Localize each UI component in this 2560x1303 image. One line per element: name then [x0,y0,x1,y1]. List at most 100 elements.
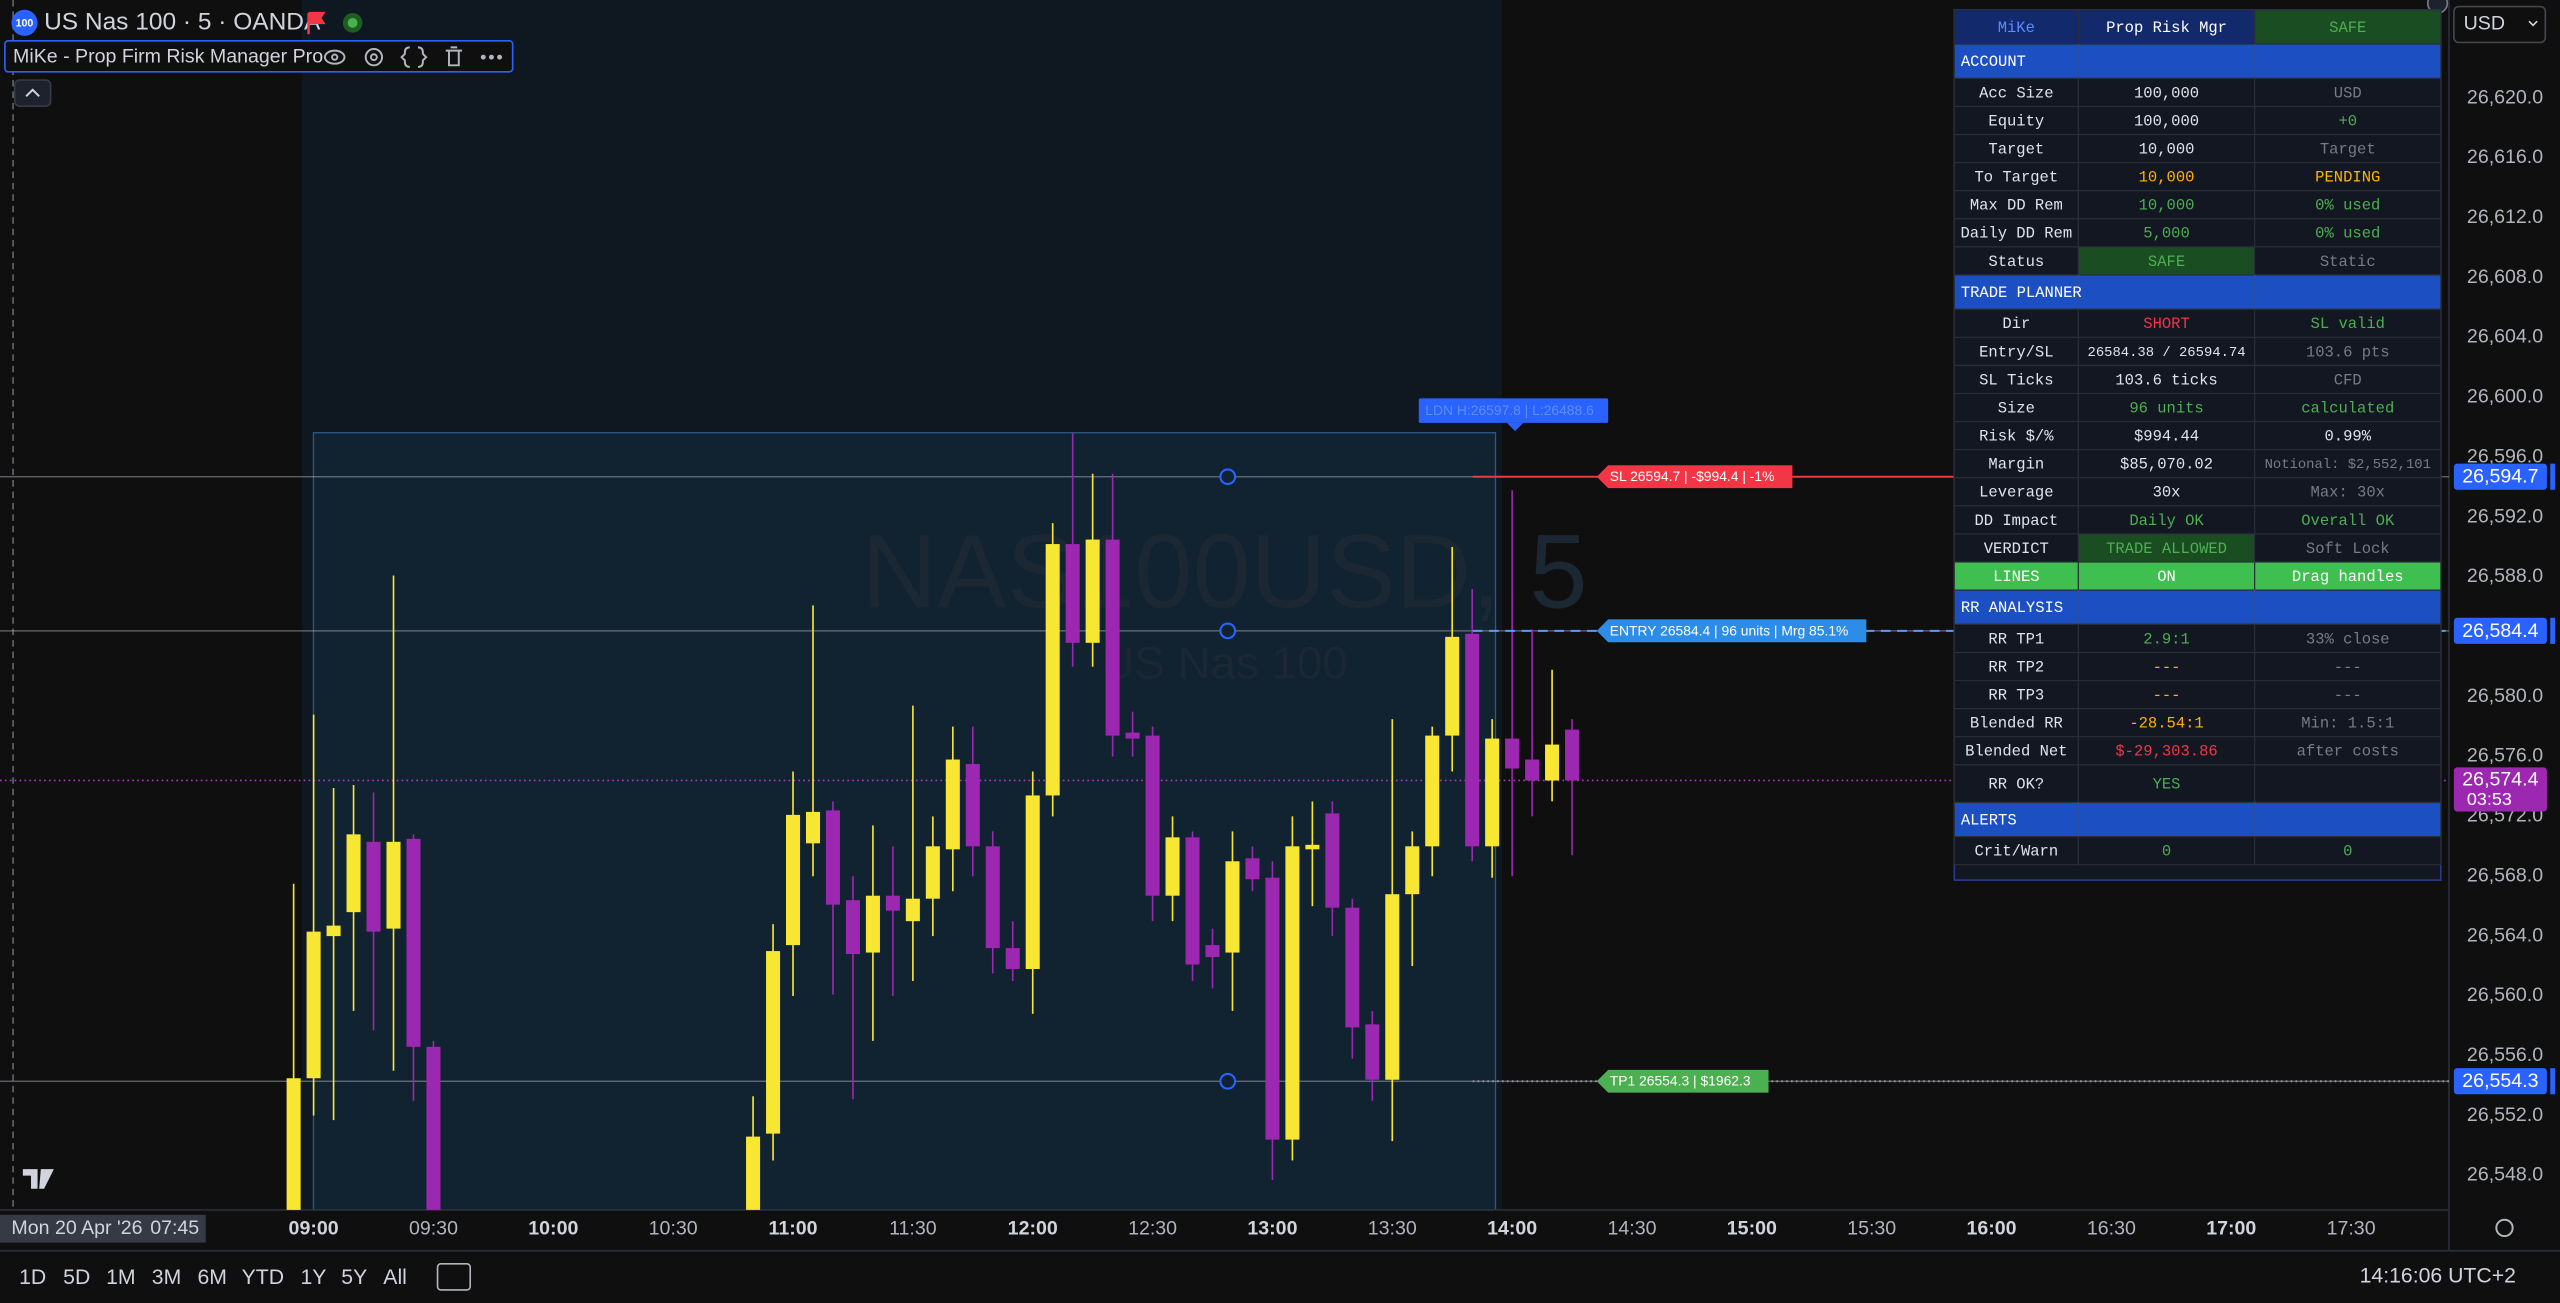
watermark-symbol: NAS100USD, 5 [862,513,1588,630]
range-button[interactable]: YTD [242,1266,284,1289]
settings-icon[interactable] [364,48,384,67]
y-tick-label: 26,620.0 [2467,86,2543,108]
cell-bg [1953,764,2079,803]
cell-text: --- [2334,687,2362,705]
y-tick-label: 26,596.0 [2467,445,2543,467]
eye-icon[interactable] [323,49,346,65]
range-button[interactable]: All [383,1266,407,1289]
candle-body [346,834,361,913]
drag-handle[interactable] [1219,1072,1237,1090]
cell-bg [2254,190,2442,220]
section-title: ALERTS [1961,811,2017,829]
cell-text: Notional: $2,552,101 [2265,457,2431,473]
candle-body [1565,729,1580,781]
cell-text: Margin [1988,456,2044,474]
candle-body [746,1136,761,1210]
collapse-icon [25,88,40,98]
dot [497,54,503,60]
price-tag [2453,617,2547,644]
cell-text: SHORT [2143,315,2190,333]
source-icon[interactable] [400,46,428,68]
range-button[interactable]: 1D [19,1266,46,1289]
range-button[interactable]: 6M [198,1266,227,1289]
cell-text: Acc Size [1979,84,2053,102]
candle-body [366,841,381,932]
range-button[interactable]: 3M [152,1266,181,1289]
drag-handle[interactable] [1219,622,1237,640]
range-button[interactable]: 5Y [341,1266,367,1289]
cell-bg [2077,421,2256,451]
cell-text: 103.6 ticks [2115,371,2217,389]
cell-text: SAFE [2148,253,2185,271]
indicator-title[interactable]: MiKe - Prop Firm Risk Manager Pro [13,45,323,67]
cell-bg [1953,505,2079,535]
candle-body [286,1078,301,1210]
symbol-title[interactable]: US Nas 100 · 5 · OANDA [44,8,321,35]
cell-bg [2254,77,2442,108]
collapse-button[interactable] [13,79,52,107]
cell-bg [2254,246,2442,276]
cell-text: Target [1988,140,2044,158]
cell-text: --- [2334,658,2362,676]
candle-body [1425,735,1440,847]
cursor-date: Mon 20 Apr '26 [11,1217,142,1239]
axis-settings[interactable] [2495,1218,2514,1238]
y-tick-label: 26,616.0 [2467,146,2543,168]
level-pill: SL 26594.7 | -$994.4 | -1% [1596,465,1793,489]
cell-text: calculated [2301,399,2394,417]
cell-text: --- [2153,658,2181,676]
cell-text: RR TP1 [1988,630,2044,648]
market-status-dot [347,17,358,28]
cell-text: 5,000 [2143,225,2190,243]
cell-bg [2254,9,2442,45]
cell-text: 10,000 [2139,140,2195,158]
cell-text: +0 [2338,112,2357,130]
price-tag-text: 26,594.7 [2462,466,2538,488]
candle-body [1285,846,1300,1140]
cell-text: ON [2157,568,2176,586]
candle-body [766,951,781,1134]
candle-body [1545,744,1560,781]
candle-body [1145,735,1160,896]
cell-text: Dir [2002,315,2030,333]
indicator-box[interactable] [4,40,514,73]
candle-body [1525,759,1540,781]
cell-text: Max: 30x [2311,484,2385,502]
price-tag [2453,463,2547,490]
cell-text: Prop Risk Mgr [2106,19,2227,37]
level-pill-bg [1596,1069,1769,1093]
range-button[interactable]: 5D [63,1266,90,1289]
cell-bg [2254,449,2442,479]
drag-handle[interactable] [1219,468,1237,486]
more-icon[interactable] [480,54,503,60]
currency-select[interactable] [2453,5,2547,44]
cell-bg [1953,364,2079,395]
currency-label[interactable]: USD [2464,13,2505,35]
cell-text: CFD [2334,371,2362,389]
flag-icon[interactable] [307,11,326,35]
candle-body [825,810,840,905]
delete-icon[interactable] [445,46,463,67]
candle-body [426,1046,441,1210]
x-tick-label: 12:00 [1008,1218,1058,1240]
x-tick-label: 15:30 [1847,1218,1896,1240]
cell-bg [2077,505,2256,535]
range-button[interactable]: 1M [106,1266,135,1289]
candle-body [1485,738,1500,847]
calendar-icon[interactable] [436,1262,472,1291]
candle-body [786,814,801,946]
candle-body [1405,846,1420,895]
candle-body [1465,633,1480,847]
level-pill: ENTRY 26584.4 | 96 units | Mrg 85.1% [1596,619,1867,643]
cell-text: PENDING [2315,169,2380,187]
cell-text: $85,070.02 [2120,456,2213,474]
candle-body [1445,636,1460,736]
cell-text: 0 [2162,843,2171,861]
cell-text: 26584.38 / 26594.74 [2088,345,2246,361]
cell-bg [2077,190,2256,220]
cell-bg [2254,336,2442,366]
symbol-icon [11,9,38,36]
tv-logo[interactable] [22,1169,54,1189]
range-button[interactable]: 1Y [300,1266,326,1289]
